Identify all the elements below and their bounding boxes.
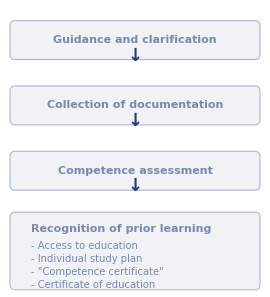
FancyBboxPatch shape — [10, 151, 260, 190]
Text: - "Competence certificate": - "Competence certificate" — [31, 267, 164, 277]
Text: ↓: ↓ — [127, 47, 143, 65]
Text: Recognition of prior learning: Recognition of prior learning — [31, 224, 211, 234]
Text: Competence assessment: Competence assessment — [58, 166, 212, 176]
FancyBboxPatch shape — [10, 86, 260, 125]
Text: Collection of documentation: Collection of documentation — [47, 100, 223, 110]
Text: - Individual study plan: - Individual study plan — [31, 254, 143, 264]
FancyBboxPatch shape — [10, 21, 260, 59]
FancyBboxPatch shape — [10, 212, 260, 290]
Text: ↓: ↓ — [127, 177, 143, 195]
Text: Guidance and clarification: Guidance and clarification — [53, 35, 217, 45]
Text: - Access to education: - Access to education — [31, 241, 138, 251]
Text: ↓: ↓ — [127, 112, 143, 130]
Text: - Certificate of education: - Certificate of education — [31, 280, 155, 290]
